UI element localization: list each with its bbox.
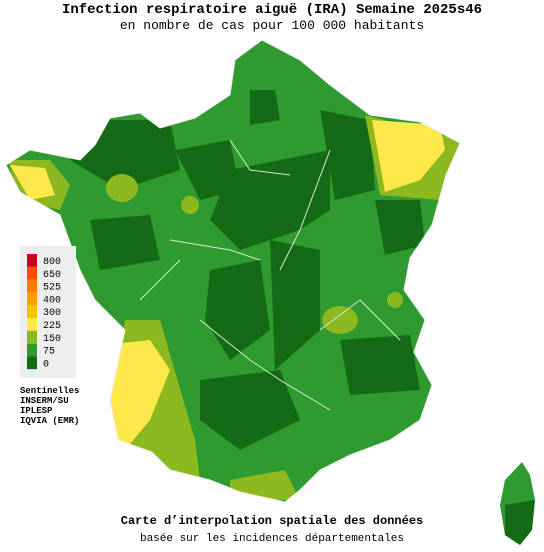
- source: IQVIA (EMR): [20, 416, 80, 426]
- outline: [5, 39, 461, 503]
- legend-swatch: [27, 318, 37, 331]
- legend-label: 300: [43, 308, 61, 319]
- title: Infection respiratoire aiguë (IRA) Semai…: [61, 2, 483, 18]
- legend-swatch: [27, 266, 37, 280]
- legend-swatch: [27, 305, 37, 318]
- subtitle: en nombre de cas pour 100 000 habitants: [119, 18, 425, 33]
- legend-label: 650: [43, 270, 61, 281]
- legend-label: 225: [43, 321, 61, 332]
- source: IPLESP: [20, 406, 53, 416]
- footer-title: Carte d’interpolation spatiale des donné…: [120, 514, 424, 528]
- source: INSERM/SU: [20, 396, 69, 406]
- sources: Sentinelles INSERM/SU IPLESP IQVIA (EMR): [20, 386, 79, 426]
- legend-swatch: [27, 343, 37, 357]
- legend-swatch: [27, 330, 37, 344]
- legend-swatch: [27, 356, 37, 370]
- legend-label: 75: [43, 347, 55, 358]
- legend-label: 0: [43, 359, 49, 370]
- legend-label: 800: [43, 257, 61, 268]
- legend-swatch: [27, 279, 37, 293]
- legend-swatch: [27, 292, 37, 306]
- footer-subtitle: basée sur les incidences départementales: [139, 533, 405, 545]
- legend-label: 150: [43, 334, 61, 345]
- legend-swatch: [27, 254, 37, 267]
- source: Sentinelles: [20, 386, 80, 396]
- legend-label: 525: [43, 283, 61, 294]
- legend-label: 400: [43, 295, 61, 306]
